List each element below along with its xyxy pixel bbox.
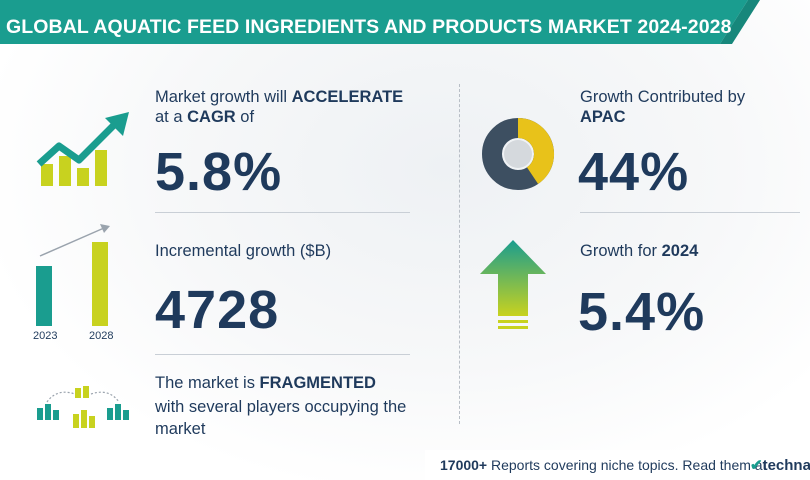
footer-bar [425, 450, 810, 480]
year-start-label: 2023 [33, 330, 58, 342]
incremental-label: Incremental growth ($B) [155, 242, 332, 260]
yoy-label: Growth for 2024 [580, 242, 699, 260]
page-title: GLOBAL AQUATIC FEED INGREDIENTS AND PROD… [6, 16, 732, 38]
region-label-line1: Growth Contributed by [580, 88, 746, 106]
logo-mark-icon: ✔ [750, 457, 763, 474]
fragmented-line3: market [155, 420, 206, 438]
incremental-value: 4728 [155, 280, 280, 340]
section-divider [580, 212, 800, 213]
section-divider [155, 354, 410, 355]
fragmented-line2: with several players occupying the [155, 398, 407, 416]
footer-text: 17000+ Reports covering niche topics. Re… [440, 457, 767, 473]
year-end-label: 2028 [89, 330, 114, 342]
donut-chart-icon [482, 118, 555, 190]
up-arrow-icon [480, 240, 546, 329]
column-divider [459, 84, 460, 424]
cagr-label-line1: Market growth will ACCELERATE [155, 88, 404, 106]
cagr-value: 5.8% [155, 142, 283, 202]
region-value: 44% [578, 142, 690, 202]
title-banner [0, 0, 760, 44]
bar-comparison-icon [36, 224, 110, 326]
technavio-logo[interactable]: ✔technavio [750, 457, 810, 474]
fragmented-line1: The market is FRAGMENTED [155, 374, 376, 392]
region-label-line2: APAC [580, 108, 626, 126]
section-divider [155, 212, 410, 213]
growth-chart-icon [36, 112, 129, 186]
vendor-buildings-icon [37, 386, 129, 428]
cagr-label-line2: at a CAGR of [155, 108, 255, 126]
yoy-value: 5.4% [578, 282, 706, 342]
